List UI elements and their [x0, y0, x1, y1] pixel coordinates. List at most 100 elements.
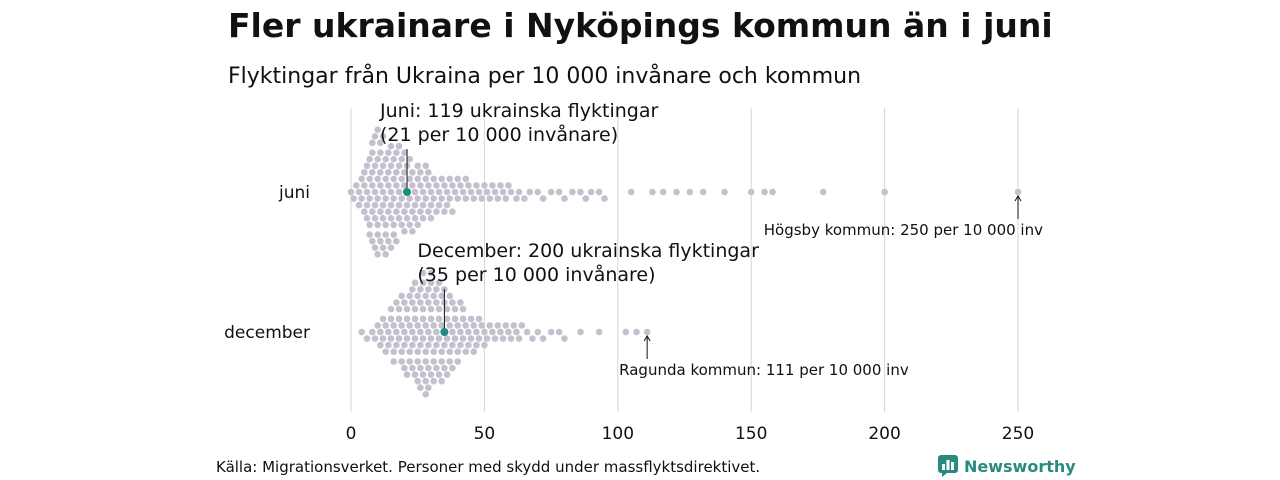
- data-point: [395, 201, 403, 209]
- data-point: [446, 292, 454, 300]
- data-point: [1014, 188, 1022, 196]
- data-point: [371, 162, 379, 170]
- data-point: [438, 292, 446, 300]
- data-point: [425, 299, 432, 306]
- data-point: [395, 162, 403, 170]
- data-point: [385, 169, 392, 176]
- data-point: [446, 358, 454, 365]
- data-point: [417, 341, 424, 349]
- data-point: [454, 322, 462, 329]
- data-point: [449, 182, 456, 189]
- data-point: [417, 328, 424, 336]
- data-point: [419, 335, 427, 342]
- data-point: [433, 286, 440, 293]
- data-point: [587, 188, 595, 196]
- data-point: [377, 237, 384, 245]
- brand-name: Newsworthy: [964, 456, 1076, 476]
- data-point: [417, 384, 424, 392]
- data-point: [430, 358, 438, 365]
- data-point: [449, 208, 456, 215]
- data-point: [649, 188, 656, 196]
- data-point: [369, 237, 376, 245]
- row-december: december December: 200 ukrainska flykting…: [224, 240, 909, 398]
- data-point: [387, 188, 395, 196]
- data-point: [483, 188, 491, 196]
- data-point: [435, 305, 443, 313]
- data-point: [347, 188, 355, 196]
- data-point: [526, 188, 534, 196]
- data-point: [414, 348, 422, 355]
- x-tick-label: 200: [868, 424, 900, 444]
- data-point: [406, 322, 413, 329]
- data-point: [411, 315, 419, 323]
- data-point: [457, 328, 464, 336]
- highlight-label: (35 per 10 000 invånare): [417, 263, 655, 286]
- data-point: [377, 139, 384, 147]
- data-point: [395, 142, 403, 150]
- data-point: [643, 328, 651, 336]
- data-point: [454, 348, 462, 355]
- data-point: [491, 335, 499, 342]
- x-tick-label: 0: [346, 424, 357, 444]
- data-point: [393, 299, 400, 306]
- data-point: [377, 149, 384, 156]
- data-point: [446, 348, 454, 355]
- x-axis: 0 50 100 150 200 250: [346, 424, 1035, 444]
- data-point: [478, 195, 486, 202]
- data-point: [411, 279, 419, 287]
- chart-rows: juni Juni: 119 ukrainska flyktingar(21 pe…: [224, 100, 1043, 398]
- data-point: [427, 315, 435, 323]
- data-point: [403, 214, 411, 222]
- data-point: [409, 341, 416, 349]
- data-point: [422, 358, 430, 365]
- data-point: [523, 328, 531, 336]
- data-point: [422, 322, 430, 329]
- data-point: [467, 315, 475, 323]
- data-point: [406, 292, 413, 300]
- data-point: [366, 155, 373, 163]
- data-point: [385, 208, 392, 215]
- data-point: [561, 335, 568, 342]
- data-point: [403, 335, 411, 342]
- data-point: [430, 195, 438, 202]
- data-point: [379, 201, 387, 209]
- data-point: [427, 279, 435, 287]
- data-point: [419, 305, 427, 313]
- data-point: [425, 341, 432, 349]
- data-point: [462, 348, 470, 355]
- bar-chart-icon: [938, 455, 958, 477]
- data-point: [419, 214, 427, 222]
- data-point: [451, 305, 459, 313]
- data-point: [398, 195, 405, 202]
- data-point: [427, 214, 435, 222]
- data-point: [377, 341, 384, 349]
- data-point: [385, 182, 392, 189]
- data-point: [425, 384, 432, 392]
- data-point: [481, 328, 488, 336]
- data-point: [515, 335, 523, 342]
- data-point: [454, 195, 462, 202]
- row-juni: juni Juni: 119 ukrainska flyktingar(21 pe…: [278, 100, 1043, 258]
- data-point: [366, 221, 373, 229]
- data-point: [481, 182, 488, 189]
- data-point: [379, 335, 387, 342]
- data-point: [398, 155, 405, 163]
- highlight-label: (21 per 10 000 invånare): [380, 123, 618, 146]
- data-point: [435, 315, 443, 323]
- data-point: [377, 182, 384, 189]
- data-point: [390, 358, 397, 365]
- data-point: [425, 208, 432, 215]
- data-point: [390, 195, 397, 202]
- data-point: [443, 305, 451, 313]
- data-point: [382, 175, 389, 183]
- data-point: [403, 315, 411, 323]
- data-point: [462, 175, 470, 183]
- data-point: [398, 221, 405, 229]
- data-point: [499, 335, 507, 342]
- data-point: [419, 188, 427, 196]
- data-point: [547, 328, 555, 336]
- data-point: [363, 201, 371, 209]
- data-point: [425, 182, 432, 189]
- data-point: [659, 188, 667, 196]
- row-label: juni: [278, 183, 310, 203]
